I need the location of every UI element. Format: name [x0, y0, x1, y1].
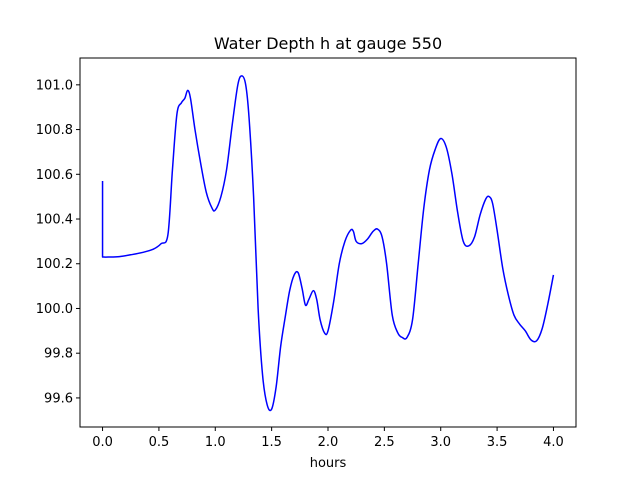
y-tick-label: 100.0	[36, 302, 73, 317]
x-tick-label: 1.5	[261, 435, 282, 450]
series-layer	[101, 75, 555, 412]
x-tick-label: 4.0	[543, 435, 564, 450]
x-tick-label: 2.5	[374, 435, 395, 450]
y-tick-label: 101.0	[36, 78, 73, 93]
y-tick-label: 100.4	[36, 213, 73, 228]
y-tick-label: 99.8	[44, 347, 73, 362]
chart-title: Water Depth h at gauge 550	[214, 34, 442, 53]
x-axis-label: hours	[310, 456, 347, 471]
y-axis: 99.6 99.8 100.0 100.2 100.4 100.6 100.8 101.0	[36, 78, 80, 406]
y-tick-label: 99.6	[44, 391, 73, 406]
series-line-0	[101, 75, 555, 412]
x-tick-label: 2.0	[318, 435, 339, 450]
y-tick-label: 100.8	[36, 123, 73, 138]
x-tick-label: 1.0	[205, 435, 226, 450]
x-tick-label: 0.5	[149, 435, 170, 450]
y-tick-label: 100.2	[36, 257, 73, 272]
x-tick-label: 3.0	[430, 435, 451, 450]
x-axis: 0.0 0.5 1.0 1.5 2.0 2.5 3.0 3.5 4.0	[92, 427, 564, 450]
y-tick-label: 100.6	[36, 168, 73, 183]
x-tick-label: 3.5	[487, 435, 508, 450]
x-tick-label: 0.0	[92, 435, 113, 450]
